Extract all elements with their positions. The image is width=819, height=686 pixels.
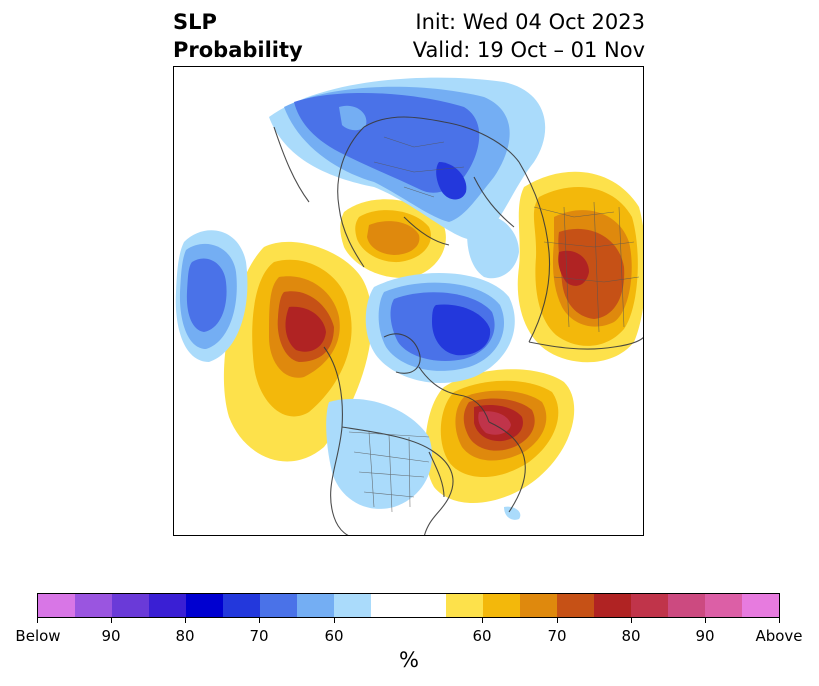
colorbar-segment — [630, 594, 668, 617]
colorbar-tick — [259, 618, 260, 623]
colorbar-segment — [556, 594, 594, 617]
title-line-2: Probability — [173, 38, 303, 62]
colorbar-label-above-60: 60 — [472, 627, 492, 645]
colorbar-label-below-60: 60 — [324, 627, 344, 645]
colorbar-tick — [705, 618, 706, 623]
colorbar-segment — [519, 594, 557, 617]
colorbar-segment — [38, 594, 76, 617]
colorbar-segment — [75, 594, 113, 617]
valid-range: Valid: 19 Oct – 01 Nov — [412, 38, 645, 62]
colorbar-segment — [704, 594, 742, 617]
colorbar-segment — [260, 594, 298, 617]
title-line-1: SLP — [173, 10, 217, 34]
anomaly-below-pacific — [175, 230, 248, 362]
colorbar-segment — [667, 594, 705, 617]
anomaly-above-siberia — [340, 199, 446, 278]
anomaly-below-arctic — [365, 273, 515, 383]
colorbar-label-above: Above — [755, 627, 803, 645]
colorbar-segment — [297, 594, 335, 617]
anomaly-below-north-america — [326, 214, 521, 520]
colorbar-tick — [185, 618, 186, 623]
colorbar-segment — [186, 594, 224, 617]
colorbar-segment — [334, 594, 372, 617]
probability-map — [175, 77, 643, 535]
anomaly-above-atlantic — [425, 369, 575, 504]
colorbar-segment — [112, 594, 150, 617]
political-borders — [348, 136, 640, 513]
colorbar-label-above-70: 70 — [547, 627, 567, 645]
colorbar-label-above-80: 80 — [621, 627, 641, 645]
anomaly-above-pacific — [223, 241, 372, 462]
colorbar-label-below-90: 90 — [101, 627, 121, 645]
anomaly-above-europe — [517, 171, 643, 363]
colorbar-tick — [631, 618, 632, 623]
colorbar-tick — [779, 618, 780, 623]
colorbar — [37, 593, 780, 618]
colorbar-label-below: Below — [15, 627, 61, 645]
colorbar-tick — [557, 618, 558, 623]
colorbar-segment — [445, 594, 483, 617]
colorbar-label-below-70: 70 — [249, 627, 269, 645]
colorbar-segment — [149, 594, 187, 617]
colorbar-label-above-90: 90 — [695, 627, 715, 645]
colorbar-tick — [37, 618, 38, 623]
colorbar-segment — [371, 594, 446, 617]
colorbar-label-below-80: 80 — [175, 627, 195, 645]
title-left: SLP Probability — [173, 8, 303, 64]
colorbar-segment — [741, 594, 779, 617]
colorbar-unit-label: % — [399, 648, 419, 672]
colorbar-segment — [482, 594, 520, 617]
colorbar-segment — [223, 594, 261, 617]
anomaly-below-north — [269, 77, 546, 241]
colorbar-segment — [593, 594, 631, 617]
colorbar-tick — [334, 618, 335, 623]
init-date: Init: Wed 04 Oct 2023 — [415, 10, 645, 34]
coastlines — [273, 116, 643, 535]
colorbar-tick — [482, 618, 483, 623]
colorbar-tick — [111, 618, 112, 623]
map-panel — [173, 66, 644, 536]
title-right: Init: Wed 04 Oct 2023 Valid: 19 Oct – 01… — [413, 8, 645, 64]
